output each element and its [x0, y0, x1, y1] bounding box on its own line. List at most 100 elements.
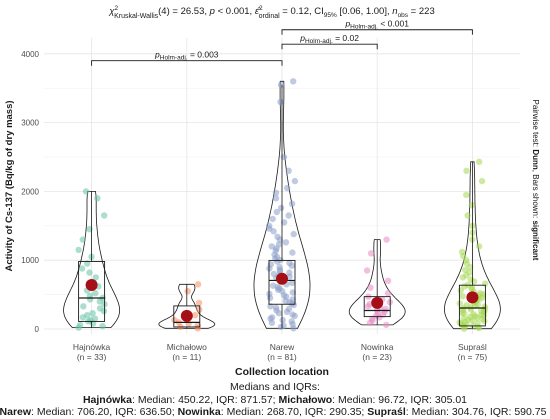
mean-point: [180, 309, 193, 322]
data-point: [194, 281, 202, 288]
data-point: [277, 98, 284, 106]
data-point: [196, 306, 203, 313]
x-tick-label: Supraśl: [458, 342, 487, 352]
data-point: [462, 266, 469, 273]
mean-point: [466, 291, 479, 304]
data-point: [276, 263, 283, 271]
data-point: [285, 212, 292, 219]
data-point: [384, 277, 392, 284]
mean-point: [276, 272, 288, 285]
data-point: [92, 290, 99, 297]
violin: [348, 239, 406, 326]
y-axis-label: Activity of Cs-137 (Bq/kg of dry mass): [4, 100, 15, 271]
data-point: [470, 311, 477, 318]
data-point: [278, 204, 285, 212]
data-point: [272, 304, 280, 311]
comparison-label: pHolm-adj. = 0.003: [154, 50, 219, 62]
comparison-bar: [281, 43, 378, 50]
y-tick-label: 2000: [21, 187, 39, 196]
data-point: [477, 290, 484, 297]
data-point: [285, 167, 292, 174]
data-point: [464, 212, 471, 219]
data-point: [268, 243, 275, 250]
data-point: [75, 246, 82, 254]
data-point: [272, 195, 280, 202]
x-tick-n-label: (n = 23): [362, 352, 392, 362]
y-tick-label: 1000: [21, 256, 39, 265]
data-point: [86, 226, 93, 233]
data-point: [284, 184, 291, 192]
data-point: [363, 267, 371, 274]
data-point: [191, 312, 199, 319]
footer-group-name: Michałowo: [278, 394, 333, 406]
data-point: [459, 293, 466, 300]
box: [363, 296, 391, 318]
data-point: [288, 279, 296, 287]
footer-group-stats: : Median: 450.22, IQR: 871.57;: [131, 394, 279, 406]
data-point: [281, 219, 288, 226]
y-tick-label: 3000: [21, 119, 39, 128]
violin: [253, 80, 311, 329]
data-point: [76, 321, 84, 329]
data-point: [266, 222, 273, 229]
data-point: [275, 241, 283, 248]
data-point: [86, 269, 93, 276]
data-point: [92, 274, 100, 281]
box: [173, 305, 201, 328]
data-point: [80, 303, 87, 310]
data-point: [290, 230, 297, 238]
data-point: [195, 299, 203, 307]
data-point: [481, 303, 488, 310]
box: [78, 261, 106, 322]
footer-group-name: Supraśl: [367, 406, 406, 418]
data-point: [89, 310, 96, 317]
data-point: [171, 316, 178, 324]
x-tick-n-label: (n = 11): [172, 352, 201, 362]
data-point: [269, 215, 276, 223]
data-point: [474, 320, 481, 327]
data-point: [286, 259, 293, 267]
box: [458, 284, 486, 327]
footer-group-name: Nowinka: [177, 406, 221, 418]
data-point: [84, 312, 91, 319]
data-point: [91, 315, 99, 322]
data-point: [463, 302, 470, 309]
data-point: [385, 290, 392, 297]
data-point: [383, 321, 390, 329]
data-point: [291, 177, 299, 185]
data-point: [96, 305, 104, 312]
box: [268, 259, 296, 305]
footer-group-stats: : Median: 268.70, IQR: 290.35;: [220, 406, 368, 418]
data-point: [101, 212, 108, 219]
comparison-bar: [281, 29, 473, 35]
data-point: [476, 243, 483, 250]
x-tick-label: Narew: [270, 342, 295, 352]
data-point: [94, 195, 101, 202]
data-point: [274, 233, 281, 240]
data-point: [277, 81, 285, 89]
data-point: [289, 249, 296, 256]
medians-iqr-line-1: Hajnówka: Median: 450.22, IQR: 871.57; M…: [0, 393, 550, 407]
data-point: [463, 167, 470, 174]
footer-group-stats: : Median: 706.20, IQR: 636.50;: [31, 406, 178, 418]
data-point: [286, 269, 293, 276]
y-tick-label: 4000: [21, 50, 39, 59]
comparison-label: pHolm-adj. = 0.02: [299, 33, 359, 45]
data-point: [78, 265, 86, 272]
data-point: [184, 288, 191, 295]
data-point: [280, 322, 287, 329]
x-tick-label: Nowinka: [361, 342, 394, 352]
data-point: [273, 208, 280, 216]
x-tick-n-label: (n = 33): [77, 352, 107, 362]
footer-group-name: Hajnówka: [82, 394, 132, 406]
data-point: [367, 284, 374, 291]
comparison-bar: [91, 60, 283, 66]
data-point: [279, 316, 286, 324]
mean-point: [371, 296, 384, 309]
violin: [443, 161, 501, 330]
medians-iqr-line-2: Narew: Median: 706.20, IQR: 636.50; Nowi…: [0, 405, 548, 419]
comparison-label: pHolm-adj. < 0.001: [344, 19, 409, 31]
x-tick-n-label: (n = 81): [267, 352, 297, 362]
data-point: [285, 305, 293, 313]
